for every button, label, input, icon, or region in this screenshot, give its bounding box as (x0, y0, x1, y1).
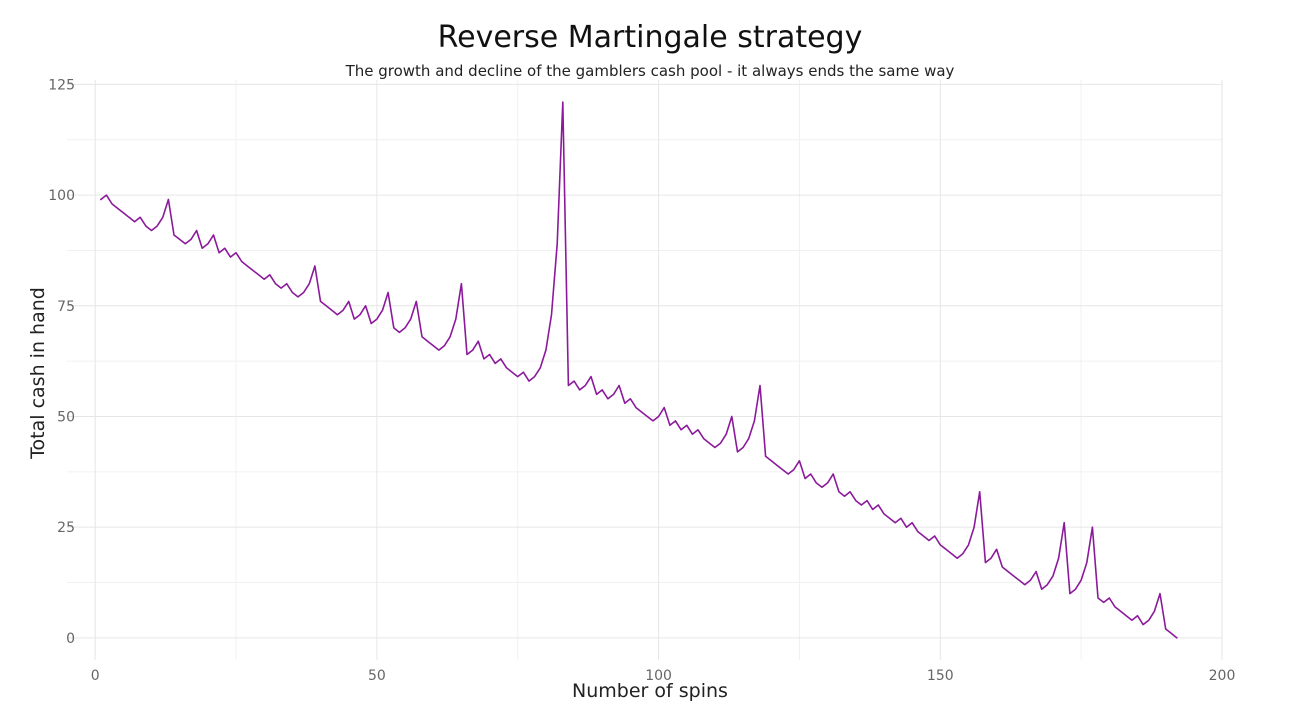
y-tick-label: 50 (57, 409, 75, 425)
y-tick-label: 0 (66, 631, 75, 647)
series-lines (100, 101, 1178, 639)
x-axis-label: Number of spins (572, 680, 728, 702)
series-line (100, 101, 1178, 639)
y-tick-label: 75 (57, 299, 75, 315)
minor-gridlines (67, 80, 1222, 660)
chart-subtitle: The growth and decline of the gamblers c… (345, 62, 955, 80)
chart-title: Reverse Martingale strategy (437, 20, 863, 55)
x-tick-label: 100 (645, 668, 672, 684)
tick-labels: 0 50 100 150 200 0 25 50 75 100 125 (48, 77, 1235, 684)
y-tick-label: 125 (48, 77, 75, 93)
major-gridlines (67, 80, 1223, 660)
x-tick-label: 150 (927, 668, 954, 684)
x-tick-label: 50 (368, 668, 386, 684)
x-tick-label: 200 (1209, 668, 1236, 684)
y-tick-label: 25 (57, 520, 75, 536)
x-tick-label: 0 (91, 668, 100, 684)
y-tick-label: 100 (48, 188, 75, 204)
